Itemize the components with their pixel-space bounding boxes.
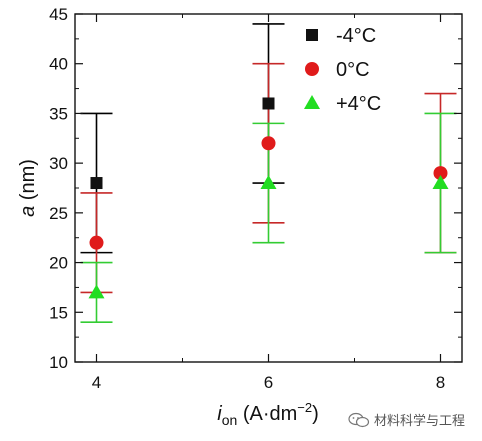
y-tick-label: 40 [49, 55, 68, 74]
x-tick-label: 8 [436, 373, 445, 392]
x-axis-sub: on [222, 412, 238, 428]
y-axis-unit: (nm) [17, 159, 39, 206]
y-tick-label: 15 [49, 303, 68, 322]
y-tick-label: 20 [49, 254, 68, 273]
x-tick-label: 4 [92, 373, 101, 392]
y-axis-var: a [17, 206, 39, 217]
legend-marker [304, 95, 320, 109]
y-tick-label: 45 [49, 5, 68, 24]
data-point [260, 175, 277, 190]
y-axis-label: a (nm) [17, 159, 39, 217]
y-tick-label: 10 [49, 353, 68, 372]
wechat-icon [348, 412, 370, 427]
watermark-text: 材料科学与工程 [374, 414, 466, 429]
watermark: 材料科学与工程 [348, 410, 465, 429]
data-markers [88, 97, 449, 299]
legend-label: -4°C [336, 25, 376, 47]
y-tick-label: 35 [49, 104, 68, 123]
y-tick-label: 30 [49, 154, 68, 173]
x-axis-var: i [217, 403, 222, 425]
legend-marker [305, 62, 319, 76]
data-point [89, 235, 104, 250]
data-point [262, 97, 275, 110]
x-tick-label: 6 [264, 373, 273, 392]
data-point [261, 136, 276, 151]
legend: -4°C 0°C +4°C [304, 25, 381, 115]
x-axis-sup: −2 [297, 400, 312, 415]
error-bars [80, 23, 457, 324]
data-point [88, 284, 105, 299]
x-axis-label: ion (A·dm−2) [217, 400, 319, 428]
data-point [432, 175, 449, 190]
data-point [90, 177, 103, 190]
x-axis-unit: (A·dm [237, 403, 297, 425]
axes: 10 15 20 25 30 35 40 45 4 6 8 [49, 5, 462, 392]
legend-label: 0°C [336, 59, 370, 81]
y-tick-label: 25 [49, 204, 68, 223]
legend-marker [306, 29, 318, 41]
x-axis-close: ) [312, 403, 319, 425]
data-point [433, 166, 448, 181]
legend-label: +4°C [336, 93, 381, 115]
